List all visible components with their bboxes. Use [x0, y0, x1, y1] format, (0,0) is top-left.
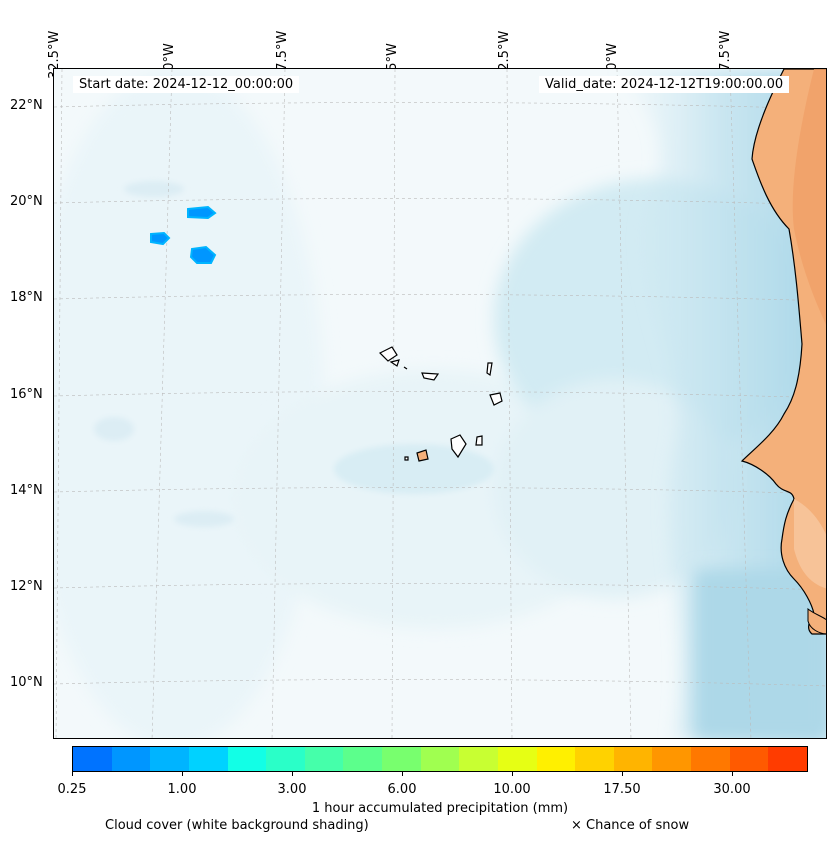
colorbar-segment: [227, 747, 267, 771]
lat-label-10n: 10°N: [10, 675, 43, 690]
colorbar-tick-17-50: 17.50: [603, 782, 641, 797]
colorbar-segment: [613, 747, 653, 771]
colorbar-segment: [188, 747, 228, 771]
cape-verde-islands: [378, 346, 503, 462]
colorbar-segment: [304, 747, 344, 771]
snow-legend: × Chance of snow: [571, 818, 690, 833]
graticule: [54, 69, 826, 738]
colorbar-segment: [343, 747, 382, 771]
colorbar-tick-30-00: 30.00: [713, 782, 751, 797]
colorbar-segment: [575, 747, 614, 771]
valid-date-label: Valid_date: 2024-12-12T19:00:00.00: [539, 76, 790, 93]
lat-label-22n: 22°N: [10, 98, 43, 113]
precipitation-colorbar: [72, 746, 808, 772]
colorbar-segment: [382, 747, 421, 771]
lat-label-18n: 18°N: [10, 290, 43, 305]
colorbar-tick-6-00: 6.00: [387, 782, 417, 797]
lat-label-14n: 14°N: [10, 483, 43, 498]
colorbar-segment: [536, 747, 576, 771]
lat-label-20n: 20°N: [10, 194, 43, 209]
africa-coastline: [740, 69, 826, 635]
colorbar-segment: [652, 747, 691, 771]
colorbar-segment: [111, 747, 151, 771]
colorbar-segment: [497, 747, 537, 771]
lat-label-16n: 16°N: [10, 387, 43, 402]
lat-label-12n: 12°N: [10, 579, 43, 594]
colorbar-segment: [420, 747, 460, 771]
colorbar-segment: [459, 747, 498, 771]
cloud-cover-shading: [54, 69, 826, 738]
colorbar-segment: [729, 747, 769, 771]
colorbar-segment: [266, 747, 305, 771]
start-date-label: Start date: 2024-12-12_00:00:00: [73, 76, 300, 93]
colorbar-tick-0-25: 0.25: [57, 782, 87, 797]
precipitation-patches: [150, 205, 217, 264]
map-canvas: [54, 69, 826, 738]
colorbar-segment: [768, 747, 807, 771]
colorbar-tick-3-00: 3.00: [277, 782, 307, 797]
cloud-cover-legend: Cloud cover (white background shading): [105, 818, 369, 833]
colorbar-segment: [73, 747, 112, 771]
colorbar-segment: [150, 747, 189, 771]
map-panel[interactable]: [53, 68, 827, 739]
colorbar-segment: [691, 747, 730, 771]
colorbar-title: 1 hour accumulated precipitation (mm): [311, 801, 569, 816]
colorbar-tick-1-00: 1.00: [167, 782, 197, 797]
colorbar-tick-10-00: 10.00: [493, 782, 531, 797]
